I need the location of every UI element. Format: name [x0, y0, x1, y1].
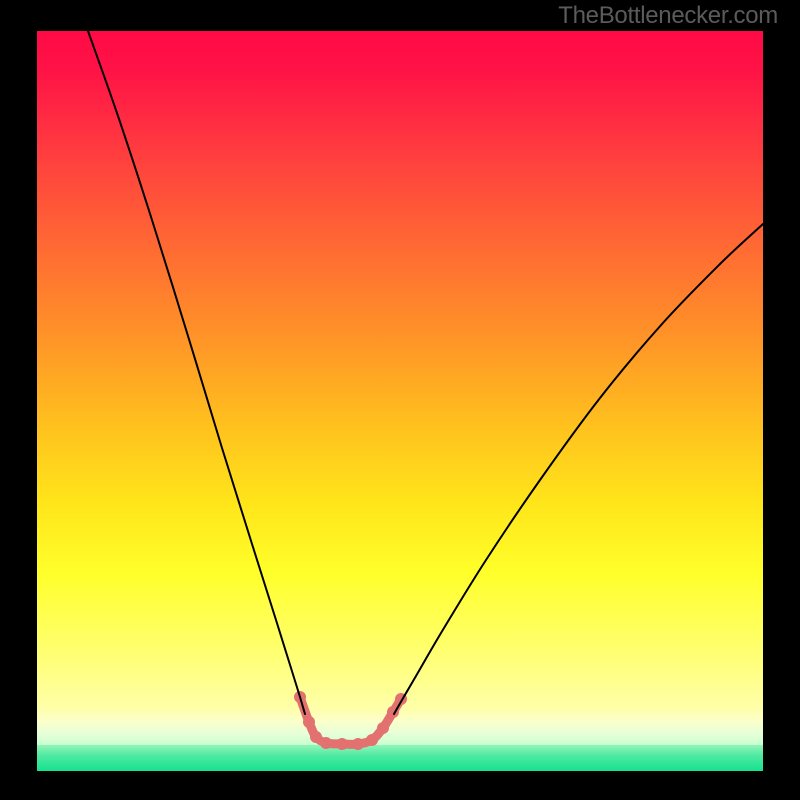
valley-marker-dot: [377, 722, 389, 734]
watermark-label: TheBottlenecker.com: [558, 2, 778, 30]
curve-right-branch: [394, 224, 763, 714]
curve-left-branch: [88, 31, 305, 714]
chart-stage: TheBottlenecker.com: [0, 0, 800, 800]
valley-marker-dot: [303, 716, 315, 728]
valley-marker-dot: [336, 738, 348, 750]
valley-marker-dot: [320, 737, 332, 749]
valley-marker-dot: [366, 734, 378, 746]
valley-marker-dot: [310, 731, 322, 743]
chart-svg-layer: [0, 0, 800, 800]
valley-marker-dot: [352, 738, 364, 750]
